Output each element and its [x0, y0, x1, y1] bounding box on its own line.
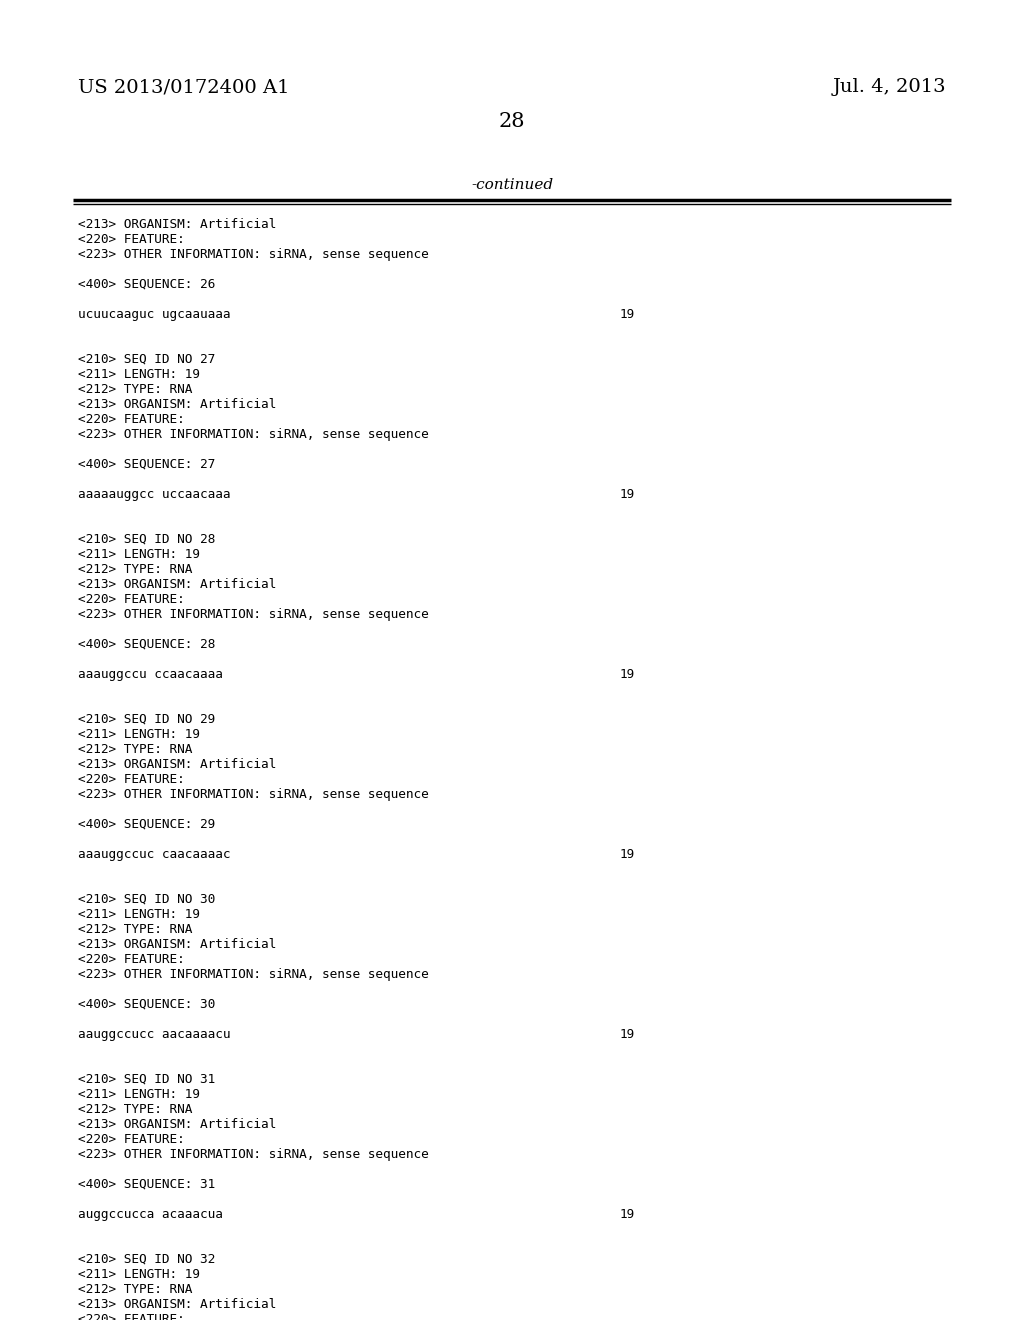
Text: <211> LENGTH: 19: <211> LENGTH: 19	[78, 548, 200, 561]
Text: <210> SEQ ID NO 29: <210> SEQ ID NO 29	[78, 713, 215, 726]
Text: <400> SEQUENCE: 29: <400> SEQUENCE: 29	[78, 818, 215, 832]
Text: <211> LENGTH: 19: <211> LENGTH: 19	[78, 1088, 200, 1101]
Text: <212> TYPE: RNA: <212> TYPE: RNA	[78, 923, 193, 936]
Text: 19: 19	[620, 308, 635, 321]
Text: <400> SEQUENCE: 28: <400> SEQUENCE: 28	[78, 638, 215, 651]
Text: ucuucaaguc ugcaauaaa: ucuucaaguc ugcaauaaa	[78, 308, 230, 321]
Text: <223> OTHER INFORMATION: siRNA, sense sequence: <223> OTHER INFORMATION: siRNA, sense se…	[78, 248, 429, 261]
Text: <220> FEATURE:: <220> FEATURE:	[78, 953, 184, 966]
Text: <211> LENGTH: 19: <211> LENGTH: 19	[78, 1269, 200, 1280]
Text: <210> SEQ ID NO 28: <210> SEQ ID NO 28	[78, 533, 215, 546]
Text: -continued: -continued	[471, 178, 553, 191]
Text: <211> LENGTH: 19: <211> LENGTH: 19	[78, 368, 200, 381]
Text: <220> FEATURE:: <220> FEATURE:	[78, 413, 184, 426]
Text: <223> OTHER INFORMATION: siRNA, sense sequence: <223> OTHER INFORMATION: siRNA, sense se…	[78, 788, 429, 801]
Text: <212> TYPE: RNA: <212> TYPE: RNA	[78, 1283, 193, 1296]
Text: 28: 28	[499, 112, 525, 131]
Text: 19: 19	[620, 668, 635, 681]
Text: <212> TYPE: RNA: <212> TYPE: RNA	[78, 1104, 193, 1115]
Text: <220> FEATURE:: <220> FEATURE:	[78, 593, 184, 606]
Text: <212> TYPE: RNA: <212> TYPE: RNA	[78, 743, 193, 756]
Text: Jul. 4, 2013: Jul. 4, 2013	[833, 78, 946, 96]
Text: auggccucca acaaacua: auggccucca acaaacua	[78, 1208, 223, 1221]
Text: <212> TYPE: RNA: <212> TYPE: RNA	[78, 564, 193, 576]
Text: <400> SEQUENCE: 31: <400> SEQUENCE: 31	[78, 1177, 215, 1191]
Text: aaauggccuc caacaaaac: aaauggccuc caacaaaac	[78, 847, 230, 861]
Text: <210> SEQ ID NO 30: <210> SEQ ID NO 30	[78, 894, 215, 906]
Text: aaaaauggcc uccaacaaa: aaaaauggcc uccaacaaa	[78, 488, 230, 502]
Text: <223> OTHER INFORMATION: siRNA, sense sequence: <223> OTHER INFORMATION: siRNA, sense se…	[78, 1148, 429, 1162]
Text: <213> ORGANISM: Artificial: <213> ORGANISM: Artificial	[78, 939, 276, 950]
Text: <213> ORGANISM: Artificial: <213> ORGANISM: Artificial	[78, 1298, 276, 1311]
Text: <213> ORGANISM: Artificial: <213> ORGANISM: Artificial	[78, 758, 276, 771]
Text: <211> LENGTH: 19: <211> LENGTH: 19	[78, 729, 200, 741]
Text: <213> ORGANISM: Artificial: <213> ORGANISM: Artificial	[78, 399, 276, 411]
Text: <213> ORGANISM: Artificial: <213> ORGANISM: Artificial	[78, 218, 276, 231]
Text: <211> LENGTH: 19: <211> LENGTH: 19	[78, 908, 200, 921]
Text: <400> SEQUENCE: 30: <400> SEQUENCE: 30	[78, 998, 215, 1011]
Text: <223> OTHER INFORMATION: siRNA, sense sequence: <223> OTHER INFORMATION: siRNA, sense se…	[78, 968, 429, 981]
Text: <213> ORGANISM: Artificial: <213> ORGANISM: Artificial	[78, 578, 276, 591]
Text: <223> OTHER INFORMATION: siRNA, sense sequence: <223> OTHER INFORMATION: siRNA, sense se…	[78, 609, 429, 620]
Text: 19: 19	[620, 488, 635, 502]
Text: <220> FEATURE:: <220> FEATURE:	[78, 234, 184, 246]
Text: US 2013/0172400 A1: US 2013/0172400 A1	[78, 78, 290, 96]
Text: aaauggccu ccaacaaaa: aaauggccu ccaacaaaa	[78, 668, 223, 681]
Text: <210> SEQ ID NO 27: <210> SEQ ID NO 27	[78, 352, 215, 366]
Text: <400> SEQUENCE: 26: <400> SEQUENCE: 26	[78, 279, 215, 290]
Text: <400> SEQUENCE: 27: <400> SEQUENCE: 27	[78, 458, 215, 471]
Text: <220> FEATURE:: <220> FEATURE:	[78, 1313, 184, 1320]
Text: 19: 19	[620, 1028, 635, 1041]
Text: <220> FEATURE:: <220> FEATURE:	[78, 774, 184, 785]
Text: 19: 19	[620, 847, 635, 861]
Text: <223> OTHER INFORMATION: siRNA, sense sequence: <223> OTHER INFORMATION: siRNA, sense se…	[78, 428, 429, 441]
Text: <210> SEQ ID NO 31: <210> SEQ ID NO 31	[78, 1073, 215, 1086]
Text: 19: 19	[620, 1208, 635, 1221]
Text: <220> FEATURE:: <220> FEATURE:	[78, 1133, 184, 1146]
Text: <210> SEQ ID NO 32: <210> SEQ ID NO 32	[78, 1253, 215, 1266]
Text: aauggccucc aacaaaacu: aauggccucc aacaaaacu	[78, 1028, 230, 1041]
Text: <213> ORGANISM: Artificial: <213> ORGANISM: Artificial	[78, 1118, 276, 1131]
Text: <212> TYPE: RNA: <212> TYPE: RNA	[78, 383, 193, 396]
